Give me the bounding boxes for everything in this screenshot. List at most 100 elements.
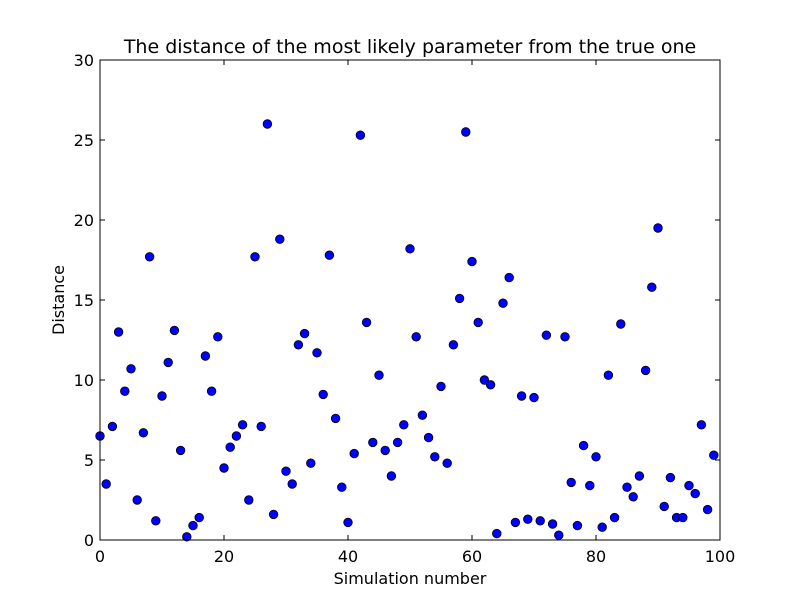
data-point [262,119,273,129]
data-point [120,386,130,396]
data-point [417,410,428,420]
data-point [454,293,465,304]
data-point [479,375,490,385]
data-point [306,458,316,468]
x-tick-label: 20 [214,547,234,566]
data-point [560,332,570,342]
data-point [436,381,446,392]
y-tick-label: 5 [84,451,94,470]
data-point [126,364,136,374]
data-point [684,480,694,491]
data-point [523,514,533,524]
y-tick-label: 25 [74,131,94,150]
data-point [157,391,167,401]
data-point [423,432,434,443]
data-point [591,452,601,462]
data-point [640,365,651,376]
data-point [144,252,155,262]
data-point [374,370,384,380]
data-point [467,256,477,267]
data-point [547,519,558,529]
data-point [206,386,217,396]
data-point [380,445,390,456]
y-axis-label: Distance [49,265,68,335]
data-point [312,348,322,358]
data-point [554,530,564,540]
data-point [299,328,310,339]
data-point [113,327,124,337]
data-point [653,223,663,233]
data-point [256,421,266,432]
data-point [541,330,552,340]
plot-frame [99,59,721,541]
data-point [585,480,595,491]
data-point [399,420,409,430]
data-point [219,463,229,473]
y-tick-label: 30 [74,51,94,70]
data-point [107,421,118,432]
x-tick-label: 0 [95,547,105,566]
x-tick-label: 80 [586,547,606,566]
data-point [609,512,620,523]
data-point [392,437,403,448]
data-point [405,244,415,254]
data-point [200,351,211,361]
data-point [578,440,589,451]
data-point [442,458,452,468]
data-point [628,492,638,502]
y-tick-label: 20 [74,211,94,230]
data-point [529,392,539,403]
data-point [622,482,632,492]
data-point [349,448,359,459]
data-point [138,428,149,438]
data-point [411,332,421,342]
data-point [361,317,372,328]
data-point [572,520,583,531]
data-point [194,512,204,523]
data-point [163,357,173,368]
x-tick-label: 60 [462,547,482,566]
data-point [702,504,713,515]
data-point [690,488,700,499]
data-point [659,501,669,512]
data-point [231,431,242,441]
data-point [250,252,260,262]
data-point [151,516,161,526]
x-tick-label: 100 [705,547,736,566]
data-point [101,479,111,489]
data-point [566,477,576,488]
x-tick-label: 40 [338,547,358,566]
data-point [368,437,378,448]
data-point [169,325,180,336]
data-point [337,482,347,492]
data-point [244,495,254,505]
data-point [461,127,471,137]
data-point [182,532,192,542]
x-axis-label: Simulation number [334,569,487,588]
data-point [616,319,626,329]
data-point [268,509,279,520]
data-point [175,445,186,456]
data-point [448,340,459,350]
data-point [709,450,719,460]
data-point [324,250,335,260]
data-point [237,420,248,430]
data-point [473,317,483,328]
data-point [498,298,508,308]
data-point [510,517,521,528]
data-point [343,517,353,528]
data-point [492,528,502,539]
data-point [355,130,366,140]
data-point [603,370,614,380]
data-point [647,282,657,292]
data-point [188,520,198,531]
y-tick-label: 10 [74,371,94,390]
data-point [275,234,285,244]
y-axis-ticks: 0 5 10 15 20 25 30 [74,51,720,550]
chart-title: The distance of the most likely paramete… [123,36,696,58]
y-tick-label: 15 [74,291,94,310]
data-point [634,471,645,481]
data-point [430,452,440,462]
data-point [678,512,688,523]
